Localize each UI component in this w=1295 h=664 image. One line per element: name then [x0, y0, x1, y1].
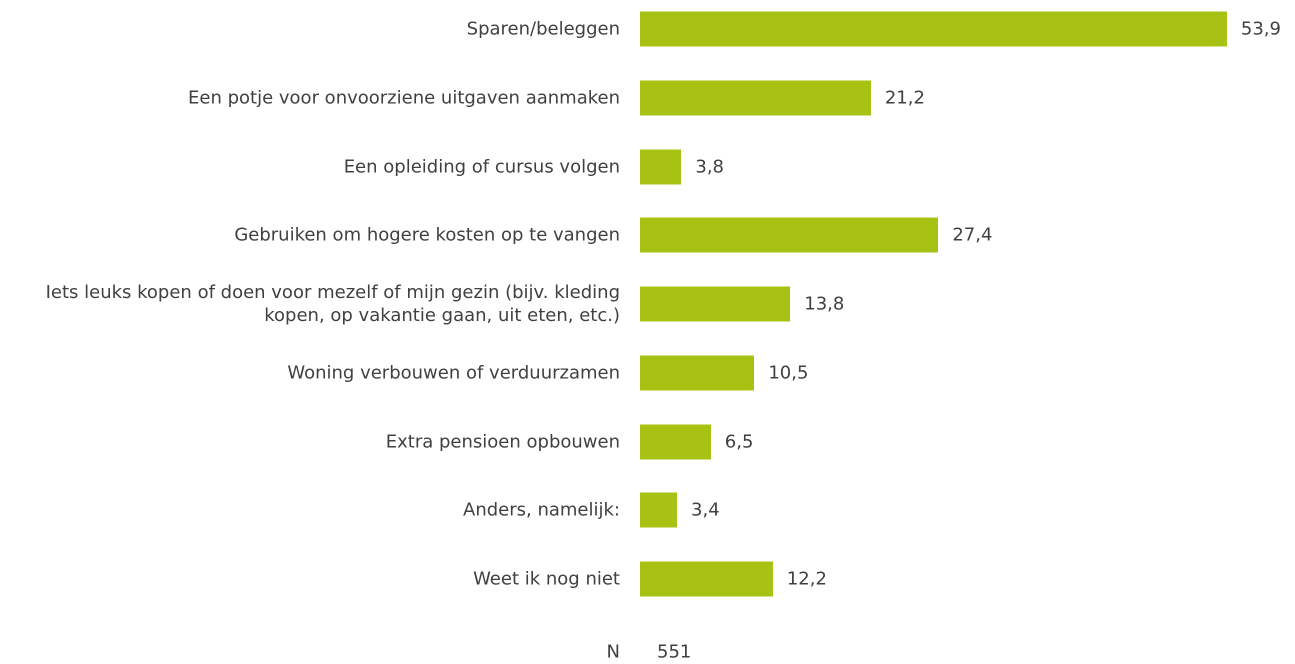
value-label: 27,4: [952, 224, 993, 246]
n-label: N: [606, 641, 620, 663]
bar: [640, 355, 755, 391]
value-label: 13,8: [804, 293, 845, 315]
bar: [640, 561, 773, 597]
category-label: Weet ik nog niet: [473, 568, 620, 590]
bar: [640, 80, 871, 116]
value-label: 53,9: [1240, 18, 1281, 40]
bar: [640, 149, 682, 184]
value-label: 3,4: [691, 499, 720, 521]
value-label: 10,5: [768, 362, 809, 384]
category-label: Extra pensioen opbouwen: [385, 431, 620, 452]
category-label: Een opleiding of cursus volgen: [343, 156, 620, 177]
category-label: Sparen/beleggen: [466, 18, 620, 40]
bar: [640, 492, 678, 528]
category-label: Anders, namelijk:: [463, 499, 620, 521]
category-label: Woning verbouwen of verduurzamen: [287, 362, 620, 384]
bar: [640, 11, 1227, 47]
n-value: 551: [657, 641, 692, 663]
bar: [640, 286, 791, 322]
value-label: 6,5: [724, 431, 754, 452]
value-label: 21,2: [884, 87, 925, 109]
bar: [640, 217, 939, 253]
category-label: Een potje voor onvoorziene uitgaven aanm…: [188, 87, 620, 109]
bar: [640, 424, 711, 459]
value-label: 12,2: [786, 568, 827, 590]
category-label: Iets leuks kopen of doen voor mezelf of …: [45, 282, 620, 326]
category-label: Gebruiken om hogere kosten op te vangen: [234, 224, 620, 246]
value-label: 3,8: [695, 156, 725, 177]
